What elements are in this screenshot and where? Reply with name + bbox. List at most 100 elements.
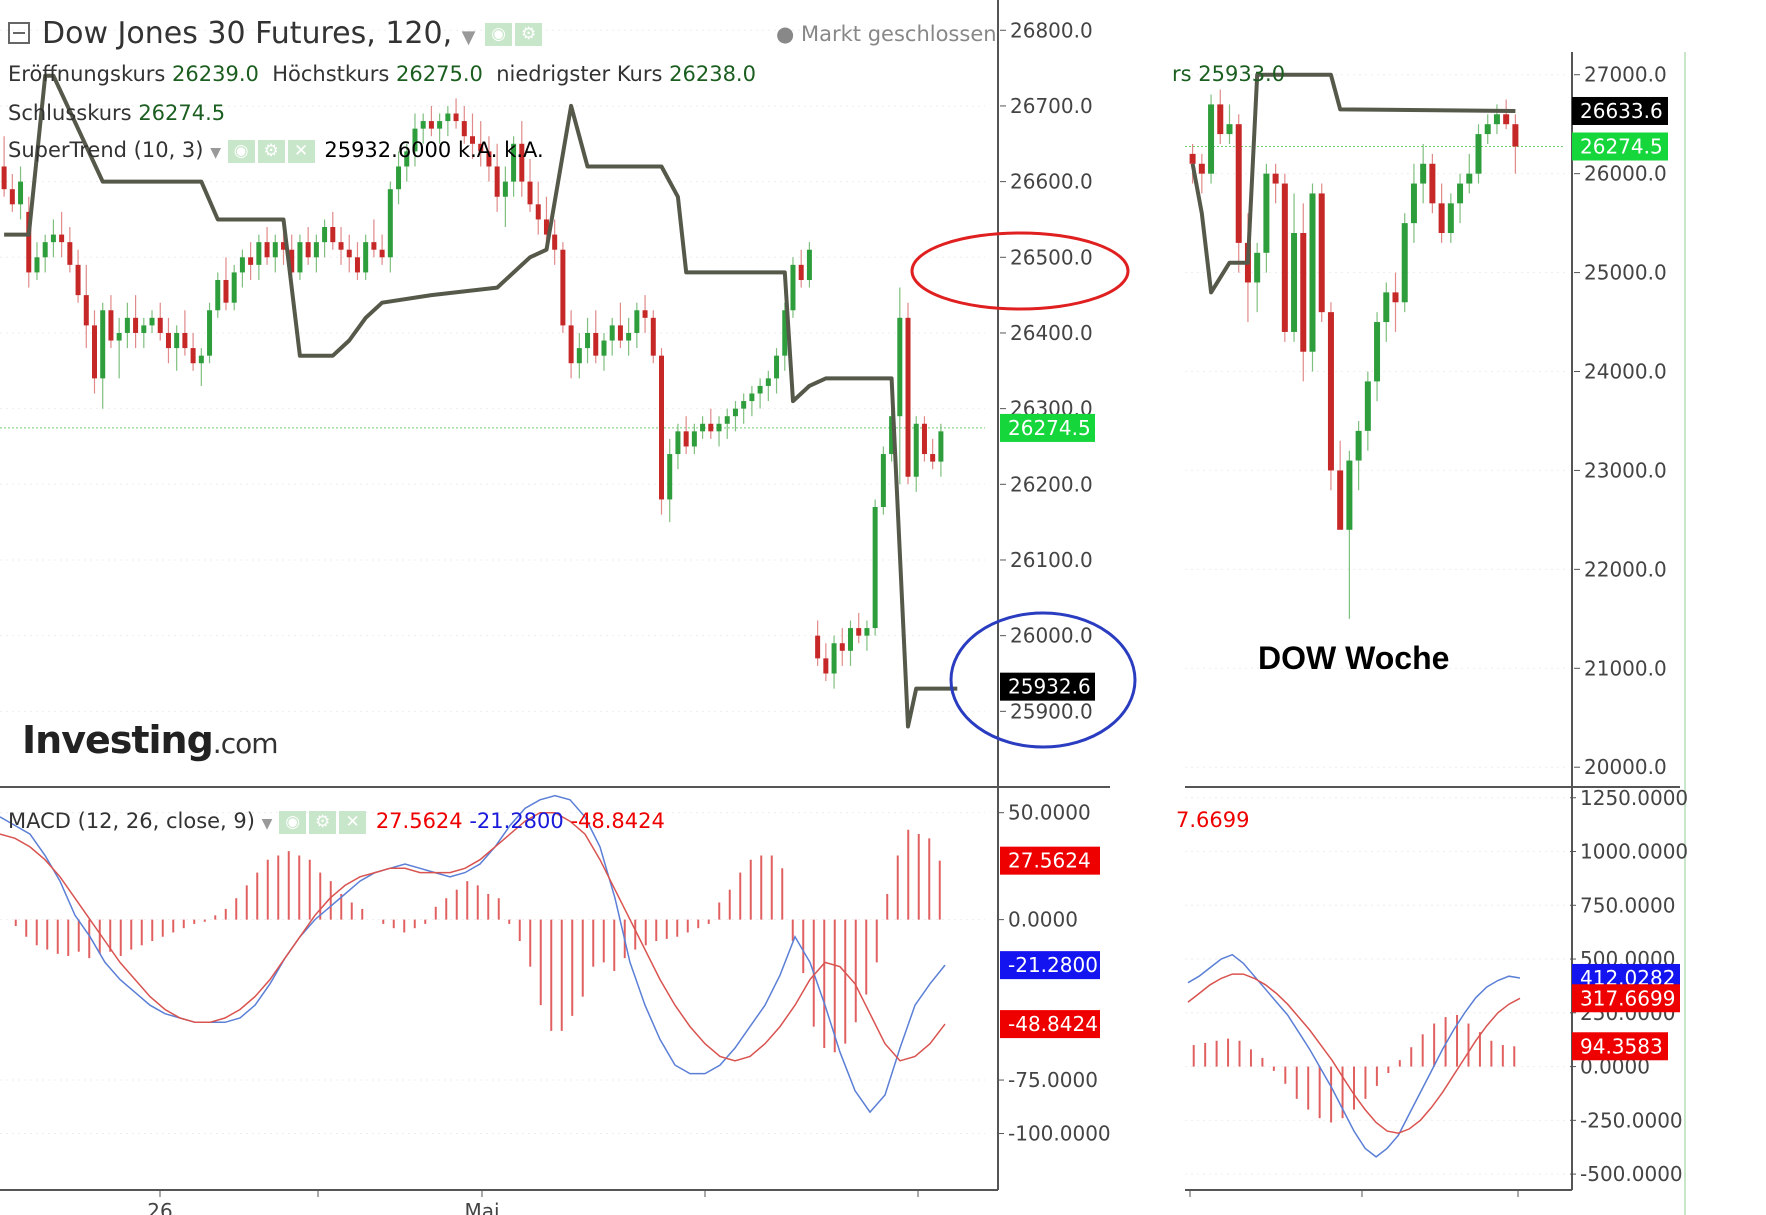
candle-down: [486, 151, 492, 167]
candle-down: [190, 348, 196, 364]
investing-logo: Investing.com: [22, 718, 278, 762]
candle-down: [59, 234, 65, 243]
candle-up: [1263, 173, 1270, 253]
candle-up: [626, 332, 632, 341]
y-tick-label: 26100.0: [1010, 548, 1093, 572]
candle-down: [1235, 124, 1242, 243]
candle-up: [889, 416, 895, 455]
y-tick-label: -75.0000: [1008, 1068, 1098, 1092]
candle-up: [363, 242, 369, 273]
candle-down: [815, 635, 821, 659]
close-icon[interactable]: ✕: [339, 810, 367, 834]
eye-icon[interactable]: ◉: [279, 810, 307, 834]
candle-up: [585, 332, 591, 349]
candle-down: [1, 166, 7, 190]
candle-up: [1410, 183, 1417, 224]
candle-up: [1420, 163, 1427, 184]
weekly-supertrend-line: [1190, 72, 1516, 295]
candle-down: [1503, 114, 1510, 125]
candle-up: [691, 431, 697, 447]
status-dot-icon: ●: [776, 22, 795, 46]
blue-circle-annotation: [949, 611, 1137, 749]
weekly-signal-tag-bg: [1572, 984, 1680, 1013]
candle-down: [1300, 233, 1307, 352]
red-circle-annotation: [910, 231, 1130, 311]
low-value: 26238.0: [669, 62, 756, 86]
weekly-histogram-tag: 94.3583: [1580, 1034, 1663, 1058]
open-label: Eröffnungskurs: [8, 62, 166, 86]
macd-tag: 27.5624: [1008, 849, 1091, 873]
chevron-down-icon[interactable]: ▼: [261, 816, 273, 832]
market-status: ● Markt geschlossen: [776, 22, 997, 46]
candle-up: [207, 310, 213, 356]
histogram-tag: -48.8424: [1008, 1012, 1098, 1036]
signal-tag-bg: [1000, 951, 1100, 980]
close-icon[interactable]: ✕: [287, 139, 315, 163]
candle-down: [165, 332, 171, 349]
weekly-last-price-tag: 26274.5: [1580, 135, 1663, 159]
y-tick-label: -250.0000: [1580, 1108, 1683, 1132]
candle-up: [741, 401, 747, 409]
y-tick-label: 26000.0: [1584, 162, 1667, 186]
histogram-tag-bg: [1000, 1010, 1100, 1039]
candle-up: [1466, 173, 1473, 184]
y-tick-label: -500.0000: [1580, 1162, 1683, 1186]
candle-down: [133, 317, 139, 333]
chevron-down-icon[interactable]: ▼: [210, 145, 221, 161]
candle-down: [379, 249, 385, 258]
y-tick-label: 26800.0: [1010, 18, 1093, 42]
candle-down: [67, 242, 73, 265]
candle-up: [700, 423, 706, 432]
gear-icon[interactable]: ⚙: [257, 139, 285, 163]
candle-up: [231, 272, 237, 303]
gear-icon[interactable]: ⚙: [309, 810, 337, 834]
eye-icon[interactable]: ◉: [485, 23, 513, 46]
candle-up: [322, 227, 328, 243]
candle-up: [1309, 193, 1316, 352]
weekly-partial-text: rs 25933.0: [1172, 62, 1286, 86]
candle-down: [1392, 292, 1399, 303]
collapse-icon[interactable]: [8, 22, 30, 44]
supertrend-na-1: k.A.: [457, 138, 498, 162]
candle-down: [708, 423, 714, 432]
y-tick-label: 26700.0: [1010, 94, 1093, 118]
candle-up: [1493, 114, 1500, 125]
candle-up: [806, 249, 812, 280]
supertrend-na-2: k.A.: [504, 138, 544, 162]
macd-value-1: 27.5624: [375, 809, 463, 833]
last-price-tag-bg: [1000, 413, 1095, 442]
candle-down: [83, 295, 89, 326]
supertrend-legend: SuperTrend (10, 3) ▼ ◉ ⚙ ✕ 25932.6000 k.A.…: [8, 138, 544, 163]
candle-down: [157, 317, 163, 333]
candle-up: [1475, 134, 1482, 174]
macd-label: MACD (12, 26, close, 9): [8, 809, 255, 833]
y-tick-label: 26600.0: [1010, 170, 1093, 194]
y-tick-label: 26500.0: [1010, 245, 1093, 269]
x-tick-label: Mai: [464, 1199, 499, 1215]
candle-down: [1327, 312, 1334, 471]
dow-weekly-label: DOW Woche: [1258, 640, 1450, 676]
candle-up: [790, 264, 796, 311]
candle-down: [9, 189, 15, 205]
eye-icon[interactable]: ◉: [227, 139, 255, 163]
supertrend-value: 25932.6000: [324, 138, 452, 162]
y-tick-label: 1250.0000: [1580, 786, 1688, 810]
weekly-supertrend-tag: 26633.6: [1580, 99, 1663, 123]
supertrend-path: [4, 73, 958, 729]
candle-up: [774, 355, 780, 379]
chevron-down-icon[interactable]: ▼: [461, 27, 476, 48]
gear-icon[interactable]: ⚙: [515, 23, 543, 46]
candle-down: [108, 310, 114, 341]
chart-title: Dow Jones 30 Futures, 120, ▼ ◉ ⚙: [42, 16, 545, 51]
y-tick-label: 1000.0000: [1580, 840, 1688, 864]
weekly-histogram-tag-bg: [1572, 1032, 1668, 1061]
candle-up: [198, 355, 204, 364]
candle-up: [880, 454, 886, 508]
candle-down: [823, 658, 829, 674]
y-tick-label: 26200.0: [1010, 472, 1093, 496]
candle-up: [1457, 183, 1464, 204]
candle-down: [248, 257, 254, 265]
candle-down: [461, 121, 467, 137]
candle-down: [264, 242, 270, 258]
candle-down: [478, 143, 484, 152]
